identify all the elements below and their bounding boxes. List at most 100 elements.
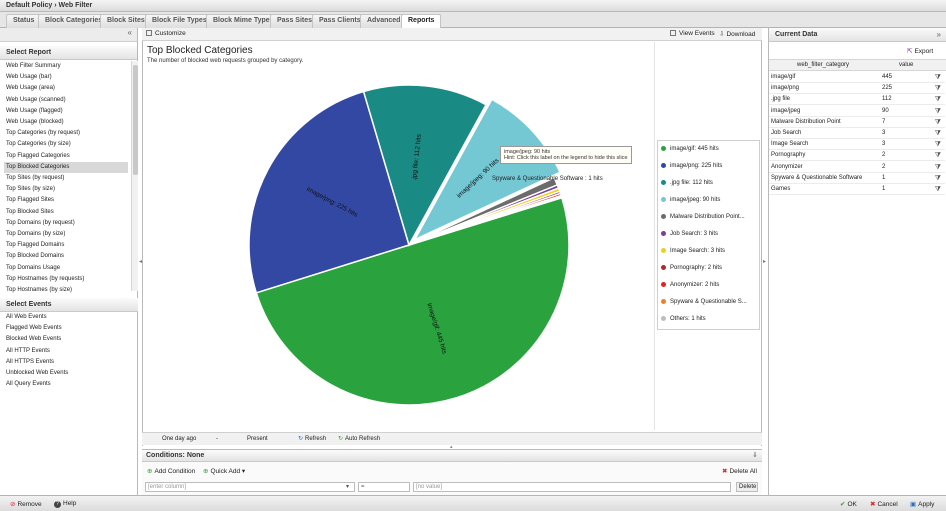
event-item[interactable]: Unblocked Web Events: [6, 370, 69, 376]
condition-value-input[interactable]: [no value]: [413, 482, 731, 492]
view-events-button[interactable]: View Events: [670, 30, 715, 37]
legend-item[interactable]: Anonymizer: 2 hits: [661, 282, 719, 288]
scrollbar-thumb[interactable]: [133, 65, 138, 175]
filter-icon[interactable]: ⧩: [934, 74, 941, 81]
event-item[interactable]: All Query Events: [6, 381, 51, 388]
range-end[interactable]: Present: [247, 436, 268, 442]
quick-add-button[interactable]: ⊕ Quick Add ▾: [203, 468, 246, 475]
refresh-button[interactable]: ↻ Refresh: [298, 436, 327, 442]
table-row[interactable]: Malware Distribution Point 7 ⧩: [769, 117, 945, 128]
report-item[interactable]: Top Domains (by size): [6, 231, 66, 237]
report-item[interactable]: Top Sites (by request): [6, 175, 65, 181]
column-dropdown-icon[interactable]: ▾: [346, 484, 350, 490]
report-item[interactable]: Top Flagged Categories: [6, 152, 70, 159]
collapse-right-icon[interactable]: »: [936, 30, 941, 39]
table-row[interactable]: Anonymizer 2 ⧩: [769, 162, 945, 173]
legend-item[interactable]: Spyware & Questionable S...: [661, 299, 747, 305]
report-item[interactable]: Top Domains (by request): [6, 219, 75, 226]
report-item[interactable]: Top Sites (by size): [6, 186, 56, 193]
range-start[interactable]: One day ago: [162, 436, 197, 442]
delete-all-button[interactable]: ✖ Delete All: [722, 468, 757, 475]
tab-block-categories[interactable]: Block Categories: [38, 14, 110, 28]
help-button[interactable]: ? Help: [54, 500, 76, 508]
column-header-value[interactable]: value: [899, 62, 914, 68]
report-item[interactable]: Top Domains Usage: [6, 264, 61, 271]
event-item[interactable]: Blocked Web Events: [6, 336, 62, 343]
condition-column-input[interactable]: [enter column]: [145, 482, 355, 492]
report-item[interactable]: Top Categories (by size): [6, 141, 71, 148]
export-button[interactable]: ⇱ Export: [907, 48, 934, 55]
apply-button[interactable]: ▣ Apply: [910, 501, 935, 508]
collapse-left-icon[interactable]: «: [0, 28, 137, 42]
event-item[interactable]: All Web Events: [6, 314, 47, 320]
report-item[interactable]: Top Blocked Sites: [6, 208, 54, 215]
pie-slice[interactable]: [362, 84, 488, 247]
ok-button[interactable]: ✔ OK: [840, 501, 857, 508]
report-item[interactable]: Top Flagged Domains: [6, 242, 65, 249]
report-item[interactable]: Top Flagged Sites: [6, 197, 55, 204]
auto-refresh-button[interactable]: ↻ Auto Refresh: [338, 436, 381, 442]
customize-button[interactable]: Customize: [146, 30, 186, 37]
report-list-scrollbar[interactable]: [131, 61, 138, 291]
report-item[interactable]: Top Hostnames (by requests): [6, 275, 85, 282]
report-item[interactable]: Web Filter Summary: [6, 63, 61, 69]
table-row[interactable]: Image Search 3 ⧩: [769, 139, 945, 151]
legend-item[interactable]: image/jpeg: 90 hits: [661, 197, 720, 203]
report-item[interactable]: Web Usage (flagged): [6, 107, 63, 114]
legend-item[interactable]: image/png: 225 hits: [661, 163, 722, 169]
report-item[interactable]: Top Hostnames (by size): [6, 287, 73, 293]
report-item[interactable]: Top Categories (by request): [6, 130, 81, 137]
table-row[interactable]: Spyware & Questionable Software 1 ⧩: [769, 173, 945, 184]
download-button[interactable]: ⇩ Download: [719, 31, 756, 38]
event-item[interactable]: All HTTP Events: [6, 347, 50, 354]
remove-button[interactable]: ⊘ Remove: [10, 501, 42, 508]
report-item[interactable]: Web Usage (scanned): [6, 96, 66, 103]
report-item[interactable]: Web Usage (bar): [6, 74, 52, 81]
tab-block-sites[interactable]: Block Sites: [100, 14, 152, 28]
add-condition-button[interactable]: ⊕ Add Condition: [147, 468, 196, 475]
table-row[interactable]: .jpg file 112 ⧩: [769, 94, 945, 106]
event-item[interactable]: All HTTPS Events: [6, 358, 55, 365]
report-item[interactable]: Web Usage (blocked): [6, 119, 64, 125]
pie-slice[interactable]: [248, 90, 410, 294]
filter-icon[interactable]: ⧩: [934, 152, 941, 160]
filter-icon[interactable]: ⧩: [934, 174, 941, 182]
table-row[interactable]: Pornography 2 ⧩: [769, 150, 945, 162]
filter-icon[interactable]: ⧩: [934, 163, 941, 171]
legend-item[interactable]: Job Search: 3 hits: [661, 231, 718, 237]
legend-item[interactable]: Others: 1 hits: [661, 316, 706, 322]
table-row[interactable]: Games 1 ⧩: [769, 184, 945, 195]
pie-slice[interactable]: [413, 98, 562, 242]
report-item[interactable]: Top Blocked Domains: [6, 253, 65, 260]
legend-item[interactable]: Malware Distribution Point...: [661, 214, 745, 220]
legend-item[interactable]: Pornography: 2 hits: [661, 265, 722, 271]
event-item[interactable]: Flagged Web Events: [6, 325, 62, 332]
table-row[interactable]: image/jpeg 90 ⧩: [769, 106, 945, 117]
filter-icon[interactable]: ⧩: [934, 85, 941, 93]
left-splitter-arrow-icon[interactable]: ◂: [139, 259, 143, 265]
legend-item[interactable]: image/gif: 445 hits: [661, 146, 719, 152]
collapse-conditions-icon[interactable]: ⇓: [752, 452, 758, 459]
table-row[interactable]: image/png 225 ⧩: [769, 83, 945, 95]
tab-reports[interactable]: Reports: [401, 14, 442, 29]
table-row[interactable]: Job Search 3 ⧩: [769, 128, 945, 139]
legend-item[interactable]: Image Search: 3 hits: [661, 248, 725, 254]
filter-icon[interactable]: ⧩: [934, 107, 941, 115]
filter-icon[interactable]: ⧩: [934, 96, 941, 104]
legend-item[interactable]: .jpg file: 112 hits: [661, 180, 713, 186]
table-row[interactable]: image/gif 445 ⧩: [769, 72, 945, 83]
filter-icon[interactable]: ⧩: [934, 130, 941, 137]
delete-condition-button[interactable]: Delete: [736, 482, 758, 492]
filter-icon[interactable]: ⧩: [934, 141, 941, 149]
right-splitter-arrow-icon[interactable]: ▸: [763, 259, 767, 265]
pie-slice[interactable]: [408, 195, 563, 246]
splitter-handle-icon[interactable]: ▴: [450, 444, 453, 450]
condition-operator-select[interactable]: =: [358, 482, 410, 492]
filter-icon[interactable]: ⧩: [934, 186, 941, 193]
filter-icon[interactable]: ⧩: [934, 118, 941, 126]
pie-slice[interactable]: [255, 196, 570, 406]
cancel-button[interactable]: ✖ Cancel: [870, 501, 898, 508]
report-item[interactable]: Top Blocked Categories: [4, 161, 128, 173]
column-header-category[interactable]: web_filter_category: [797, 62, 850, 68]
tab-block-file-types[interactable]: Block File Types: [145, 14, 214, 28]
